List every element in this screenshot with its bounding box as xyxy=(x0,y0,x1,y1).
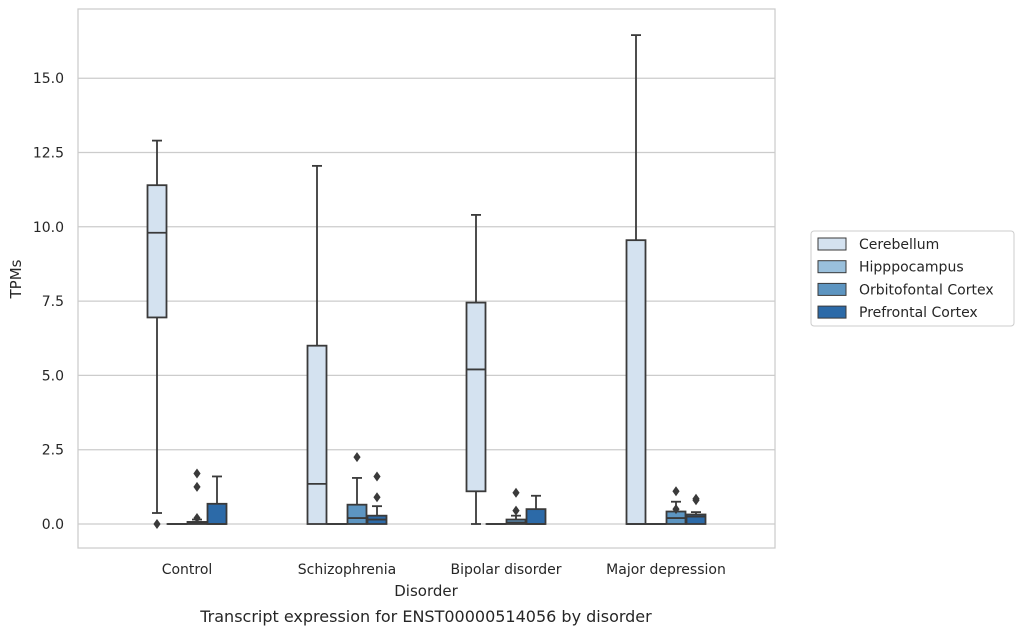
box-body xyxy=(206,502,228,525)
y-axis-ticks: 0.0 2.5 5.0 7.5 10.0 12.5 15.0 xyxy=(33,71,64,533)
x-tick-label: Major depression xyxy=(606,562,726,578)
chart-caption: Transcript expression for ENST0000051405… xyxy=(199,607,652,626)
box-cerebellum xyxy=(146,139,168,529)
outlier-point xyxy=(373,471,381,482)
box-groups xyxy=(146,34,707,529)
outlier-point xyxy=(512,487,520,498)
y-tick-label: 2.5 xyxy=(42,443,64,459)
outlier-point xyxy=(692,493,700,504)
y-axis-label: TPMs xyxy=(7,259,25,299)
box-prefrontal-cortex xyxy=(366,471,388,525)
outlier-point xyxy=(512,505,520,516)
legend: Cerebellum Hipppocampus Orbitofontal Corte… xyxy=(810,230,1015,327)
outlier-point xyxy=(193,513,201,524)
legend-swatch xyxy=(817,282,847,296)
outlier-point xyxy=(672,486,680,497)
box-cerebellum xyxy=(306,164,328,525)
y-tick-label: 0.0 xyxy=(42,517,64,533)
box-orbitofontal-cortex xyxy=(346,452,368,525)
legend-label: Hipppocampus xyxy=(859,260,964,276)
y-tick-label: 12.5 xyxy=(33,146,64,162)
outlier-point xyxy=(373,492,381,503)
x-tick-label: Bipolar disorder xyxy=(450,562,561,578)
box-prefrontal-cortex xyxy=(206,475,228,525)
y-tick-label: 15.0 xyxy=(33,71,64,87)
y-tick-label: 10.0 xyxy=(33,220,64,236)
box-body xyxy=(146,184,168,319)
box-prefrontal-cortex xyxy=(525,494,547,525)
x-axis-label: Disorder xyxy=(394,582,458,600)
legend-frame xyxy=(810,230,1015,327)
x-tick-label: Schizophrenia xyxy=(298,562,396,578)
gridlines xyxy=(78,77,775,525)
box-body xyxy=(346,503,368,525)
box-body xyxy=(525,508,547,525)
x-tick-label: Control xyxy=(162,562,213,578)
box-prefrontal-cortex xyxy=(685,493,707,525)
legend-swatch xyxy=(817,305,847,319)
box-body xyxy=(685,513,707,525)
legend-label: Cerebellum xyxy=(859,237,939,253)
box-body xyxy=(625,239,647,525)
box-orbitofontal-cortex xyxy=(186,468,208,525)
box-cerebellum xyxy=(465,214,487,525)
box-body xyxy=(465,301,487,493)
outlier-point xyxy=(193,468,201,479)
y-tick-label: 5.0 xyxy=(42,368,64,384)
box-orbitofontal-cortex xyxy=(505,487,527,525)
legend-label: Prefrontal Cortex xyxy=(859,305,978,321)
legend-label: Orbitofontal Cortex xyxy=(859,282,994,298)
outlier-point xyxy=(193,481,201,492)
box-orbitofontal-cortex xyxy=(665,486,687,525)
legend-swatch xyxy=(817,237,847,251)
outlier-point xyxy=(153,519,161,529)
box-body xyxy=(306,344,328,525)
legend-swatch xyxy=(817,260,847,274)
outlier-point xyxy=(353,452,361,463)
x-axis-ticks: Control Schizophrenia Bipolar disorder Majo… xyxy=(162,562,726,578)
box-cerebellum xyxy=(625,34,647,525)
outlier-point xyxy=(672,504,680,515)
plot-frame xyxy=(77,8,776,549)
y-tick-label: 7.5 xyxy=(42,294,64,310)
